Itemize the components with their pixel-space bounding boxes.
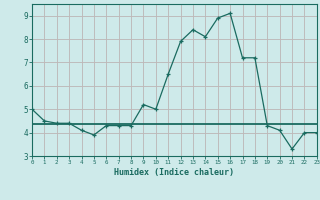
X-axis label: Humidex (Indice chaleur): Humidex (Indice chaleur) <box>115 168 234 177</box>
